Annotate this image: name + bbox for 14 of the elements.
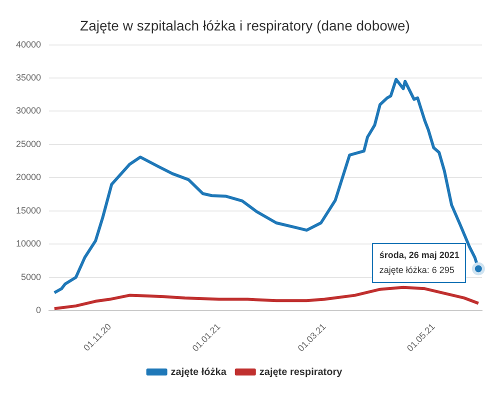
y-tick-label: 25000 [16,138,42,149]
chart-title: Zajęte w szpitalach łóżka i respiratory (dane dobowe) [80,17,410,34]
y-tick-label: 0 [36,305,42,316]
y-tick-label: 15000 [16,205,42,216]
legend-label: zajęte łóżka [170,366,227,378]
y-tick-label: 5000 [20,272,42,282]
y-tick-label: 35000 [16,72,42,83]
annotation: zajęte łóżka: 6 295 [379,264,456,277]
y-tick-label: 10000 [16,238,42,249]
y-tick-label: 40000 [16,39,42,50]
y-tick-label: 30000 [16,106,42,116]
legend-label: zajęte respiratory [259,366,343,378]
y-tick-label: 20000 [16,172,42,182]
annotation: środa, 26 maj 2021 [379,248,460,262]
